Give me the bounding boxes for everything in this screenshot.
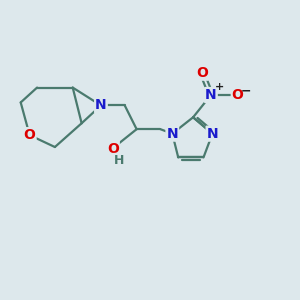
Text: O: O	[24, 128, 36, 142]
Text: −: −	[241, 84, 251, 97]
Text: O: O	[232, 88, 244, 102]
Text: H: H	[114, 154, 124, 167]
Text: N: N	[167, 127, 178, 141]
Text: N: N	[207, 127, 218, 141]
Text: +: +	[214, 82, 224, 92]
Text: O: O	[196, 66, 208, 80]
Text: O: O	[107, 142, 119, 155]
Text: N: N	[95, 98, 107, 112]
Text: N: N	[205, 88, 217, 102]
